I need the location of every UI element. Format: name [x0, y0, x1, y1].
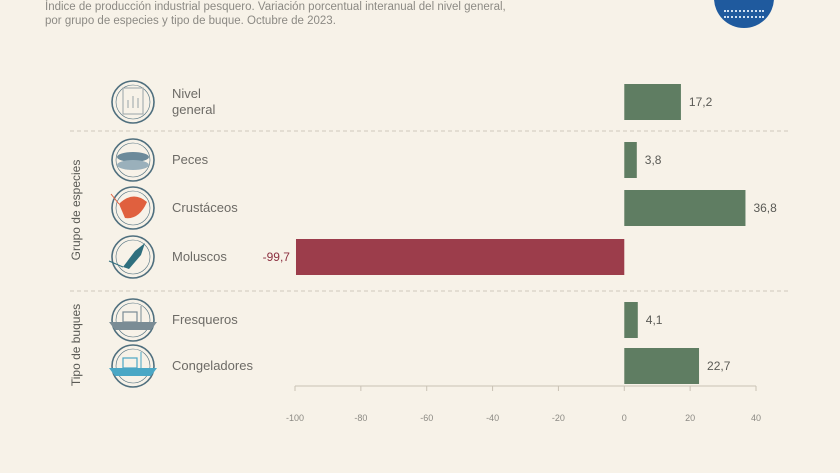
bar — [624, 302, 638, 338]
bar — [295, 239, 625, 275]
x-tick-label: 40 — [751, 413, 761, 423]
shrimp-icon — [110, 186, 155, 230]
bar — [624, 190, 746, 226]
bar — [624, 142, 637, 178]
bar — [624, 348, 700, 384]
x-tick-label: -40 — [486, 413, 499, 423]
category-label: Congeladores — [172, 358, 253, 373]
group-label: Tipo de buques — [69, 304, 83, 386]
category-label: Nivel general — [172, 86, 215, 117]
report-icon — [111, 80, 155, 124]
data-label: 3,8 — [645, 153, 662, 167]
data-label: 36,8 — [753, 201, 777, 215]
category-label: Fresqueros — [172, 312, 238, 327]
data-label: 17,2 — [689, 95, 713, 109]
x-tick-label: -60 — [420, 413, 433, 423]
x-tick-label: 20 — [685, 413, 695, 423]
x-tick-label: -80 — [354, 413, 367, 423]
subtitle-line-2: por grupo de especies y tipo de buque. O… — [45, 15, 336, 27]
bar — [624, 84, 681, 120]
squid-icon — [108, 235, 155, 279]
category-label: Moluscos — [172, 249, 227, 264]
category-label: Peces — [172, 152, 209, 167]
freezer-boat-icon — [109, 344, 157, 388]
fish-icon — [111, 138, 155, 182]
subtitle-line-1: Índice de producción industrial pesquero… — [45, 1, 506, 13]
data-label: -99,7 — [263, 250, 291, 264]
x-tick-label: 0 — [622, 413, 627, 423]
x-tick-label: -20 — [552, 413, 565, 423]
category-label: Crustáceos — [172, 200, 238, 215]
fresh-boat-icon — [109, 298, 157, 342]
chart-subtitle: Índice de producción industrial pesquero… — [45, 0, 506, 28]
x-tick-label: -100 — [286, 413, 304, 423]
group-label: Grupo de especies — [69, 160, 83, 261]
data-label: 22,7 — [707, 359, 731, 373]
data-label: 4,1 — [646, 313, 663, 327]
